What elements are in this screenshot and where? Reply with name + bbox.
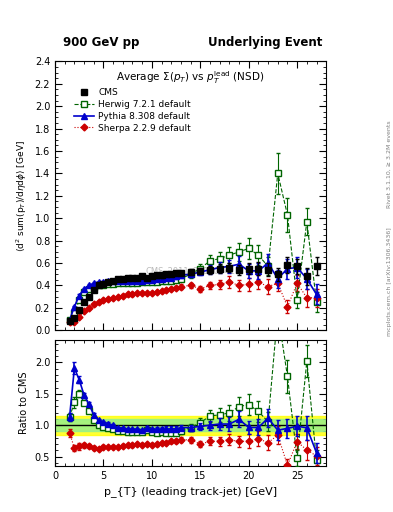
Legend: CMS, Herwig 7.2.1 default, Pythia 8.308 default, Sherpa 2.2.9 default: CMS, Herwig 7.2.1 default, Pythia 8.308 … — [70, 85, 195, 136]
Text: mcplots.cern.ch [arXiv:1306.3436]: mcplots.cern.ch [arXiv:1306.3436] — [387, 227, 391, 336]
Text: Underlying Event: Underlying Event — [208, 36, 322, 49]
Text: 900 GeV pp: 900 GeV pp — [63, 36, 139, 49]
Y-axis label: Ratio to CMS: Ratio to CMS — [19, 372, 29, 435]
Text: Rivet 3.1.10, ≥ 3.2M events: Rivet 3.1.10, ≥ 3.2M events — [387, 120, 391, 208]
Text: Average $\Sigma(p_T)$ vs $p_T^{\rm lead}$ (NSD): Average $\Sigma(p_T)$ vs $p_T^{\rm lead}… — [116, 70, 265, 87]
Text: CMS_2011_S9120041: CMS_2011_S9120041 — [146, 267, 235, 275]
Bar — [55, 419, 326, 432]
X-axis label: p_{T} (leading track-jet) [GeV]: p_{T} (leading track-jet) [GeV] — [104, 486, 277, 497]
Y-axis label: $\langle$d$^2$ sum(p$_{T}$)/d$\eta$d$\phi\rangle$ [GeV]: $\langle$d$^2$ sum(p$_{T}$)/d$\eta$d$\ph… — [15, 140, 29, 252]
Bar — [55, 416, 326, 435]
